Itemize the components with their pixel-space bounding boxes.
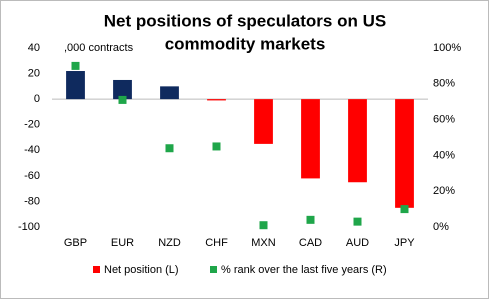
x-tick-label: CAD — [299, 237, 322, 249]
x-tick-label: NZD — [158, 237, 181, 249]
y2-tick-label: 60% — [433, 114, 455, 126]
y2-tick-label: 20% — [433, 185, 455, 197]
y2-tick-label: 80% — [433, 78, 455, 90]
y-tick-label: -40 — [24, 144, 40, 156]
y2-tick-label: 0% — [433, 221, 449, 233]
bar — [395, 99, 414, 208]
annotation: ,000 contracts — [64, 42, 134, 54]
marker — [353, 217, 362, 226]
marker — [400, 205, 409, 214]
bar — [301, 99, 320, 179]
y2-tick-label: 100% — [433, 42, 461, 54]
x-tick-label: MXN — [251, 237, 276, 249]
bar — [254, 99, 273, 144]
bar — [160, 86, 179, 100]
legend-swatch — [210, 266, 217, 273]
y-tick-label: -60 — [24, 170, 40, 182]
legend-label: % rank over the last five years (R) — [221, 264, 387, 276]
marker — [306, 215, 315, 224]
legend-label: Net position (L) — [104, 264, 179, 276]
bar — [348, 99, 367, 183]
marker — [118, 95, 127, 104]
y-tick-label: 40 — [28, 42, 40, 54]
y-tick-label: 0 — [34, 93, 40, 105]
x-tick-label: EUR — [111, 237, 134, 249]
chart-title: Net positions of speculators on US — [104, 11, 386, 30]
y-tick-label: -20 — [24, 119, 40, 131]
bar — [66, 71, 85, 100]
y-tick-label: -80 — [24, 195, 40, 207]
y2-tick-label: 40% — [433, 149, 455, 161]
y-tick-label: -100 — [18, 221, 40, 233]
x-tick-label: AUD — [346, 237, 369, 249]
marker — [259, 221, 268, 230]
x-tick-label: JPY — [394, 237, 415, 249]
bar — [207, 99, 226, 101]
chart-title: commodity markets — [165, 34, 326, 53]
marker — [212, 142, 221, 151]
marker — [165, 144, 174, 153]
legend-swatch — [93, 266, 100, 273]
x-tick-label: GBP — [64, 237, 87, 249]
bar — [113, 79, 132, 100]
marker — [71, 61, 80, 70]
x-tick-label: CHF — [205, 237, 228, 249]
y-tick-label: 20 — [28, 67, 40, 79]
